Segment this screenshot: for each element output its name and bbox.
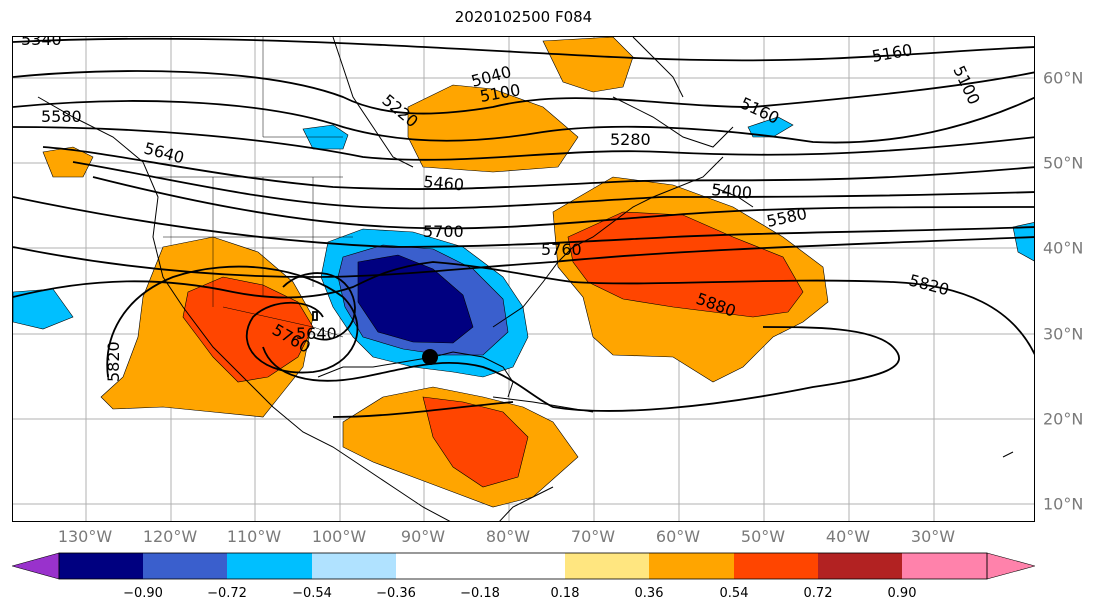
- colorbar-segment: [649, 553, 734, 579]
- lon-label: 90°W: [400, 527, 446, 546]
- lon-label: 50°W: [740, 527, 786, 546]
- lon-label: 80°W: [485, 527, 531, 546]
- contour-label: 5160: [870, 40, 913, 66]
- anomaly-shading: [13, 37, 1034, 508]
- contour-label: 5280: [610, 130, 651, 149]
- colorbar-tick: 0.54: [719, 586, 749, 601]
- contour-label: 5460: [423, 172, 465, 194]
- colorbar-segment: [902, 553, 987, 579]
- colorbar-tick: 0.90: [887, 586, 917, 601]
- colorbar-tick: 0.18: [550, 586, 580, 601]
- map-title: 2020102500 F084: [454, 8, 593, 26]
- map-canvas: 5340 5580 5640 5040 5100 5220 5280 5160 …: [13, 37, 1034, 521]
- lon-label: 110°W: [226, 527, 282, 546]
- colorbar-segment: [227, 553, 312, 579]
- lon-label: 130°W: [57, 527, 113, 546]
- contour-label: 5820: [104, 341, 123, 382]
- lon-label: 120°W: [142, 527, 198, 546]
- colorbar-tick: −0.72: [207, 586, 247, 601]
- lat-label: 20°N: [1043, 409, 1084, 429]
- colorbar-segment: [565, 553, 649, 579]
- contour-label: 5580: [765, 204, 809, 231]
- colorbar-tick: −0.54: [292, 586, 332, 601]
- colorbar-segment: [818, 553, 902, 579]
- lon-label: 100°W: [311, 527, 367, 546]
- colorbar-segment: [734, 553, 818, 579]
- colorbar: [12, 552, 1035, 580]
- lon-label: 70°W: [570, 527, 616, 546]
- contour-label: 5640: [296, 324, 337, 343]
- colorbar-tick: 0.72: [803, 586, 833, 601]
- contour-label: 5400: [711, 180, 753, 202]
- colorbar-extend-high: [986, 552, 1035, 580]
- contour-label: 5760: [541, 240, 582, 259]
- colorbar-tick: 0.36: [634, 586, 664, 601]
- colorbar-tick: −0.18: [460, 586, 500, 601]
- colorbar-tick: −0.90: [123, 586, 163, 601]
- colorbar-segment: [312, 553, 396, 579]
- lat-label: 40°N: [1043, 238, 1084, 258]
- colorbar-extend-low: [12, 552, 60, 580]
- contour-label: 5820: [907, 271, 951, 300]
- lat-label: 60°N: [1043, 68, 1084, 88]
- map-panel: 5340 5580 5640 5040 5100 5220 5280 5160 …: [12, 36, 1035, 522]
- lon-label: 60°W: [655, 527, 701, 546]
- lon-label: 30°W: [910, 527, 956, 546]
- colorbar-segment: [143, 553, 227, 579]
- colorbar-segment: [59, 553, 143, 579]
- contour-label: 5340: [21, 37, 62, 49]
- colorbar-segment: [396, 553, 565, 579]
- colorbar-frame: [58, 552, 988, 580]
- lat-label: 10°N: [1043, 494, 1084, 514]
- colorbar-tick: −0.36: [376, 586, 416, 601]
- lon-label: 40°W: [825, 527, 871, 546]
- location-marker: [422, 349, 438, 365]
- contour-label: 5160: [737, 93, 782, 127]
- contour-label: 5580: [41, 107, 82, 126]
- lat-label: 50°N: [1043, 153, 1084, 173]
- lat-label: 30°N: [1043, 324, 1084, 344]
- contour-label: 5700: [423, 222, 464, 241]
- height-contours: [13, 37, 1034, 418]
